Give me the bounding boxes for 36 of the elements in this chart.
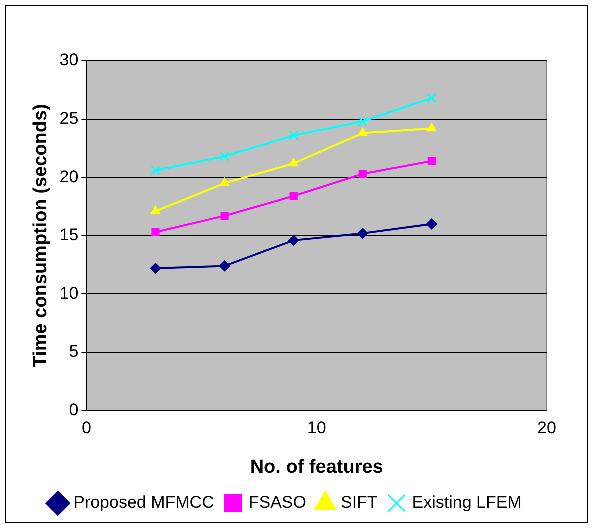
point [220, 152, 230, 162]
x-axis-title: No. of features [250, 456, 384, 478]
point [289, 158, 299, 167]
x-tick-label: 10 [307, 418, 326, 438]
point [219, 260, 230, 272]
legend-label: FSASO [248, 493, 306, 512]
point [220, 178, 230, 186]
y-tick-label: 30 [60, 50, 79, 70]
y-tick-label: 5 [69, 342, 79, 362]
point [288, 235, 300, 246]
point [428, 157, 436, 166]
point [150, 206, 161, 214]
point [152, 228, 160, 236]
y-tick-label: 0 [69, 400, 79, 420]
y-tick-label: 15 [60, 226, 79, 245]
point [220, 212, 229, 220]
x-tick-label: 0 [82, 418, 92, 438]
x-tick-label: 20 [538, 418, 556, 438]
legend-label: Existing LFEM [412, 493, 522, 512]
point [290, 192, 298, 200]
point [358, 170, 367, 178]
y-tick-label: 10 [60, 284, 79, 303]
point [358, 116, 368, 127]
point [150, 166, 161, 176]
legend-label: Proposed MFMCC [74, 493, 214, 512]
point [426, 93, 437, 104]
point [288, 130, 299, 141]
point [150, 263, 162, 274]
y-tick-label: 20 [60, 167, 79, 186]
point [357, 228, 368, 240]
point [358, 128, 368, 136]
y-tick-label: 25 [60, 108, 79, 128]
point [426, 218, 438, 230]
legend-label: SIFT [340, 493, 378, 512]
y-axis-title: Time consumption (seconds) [30, 104, 52, 368]
point [427, 123, 437, 132]
